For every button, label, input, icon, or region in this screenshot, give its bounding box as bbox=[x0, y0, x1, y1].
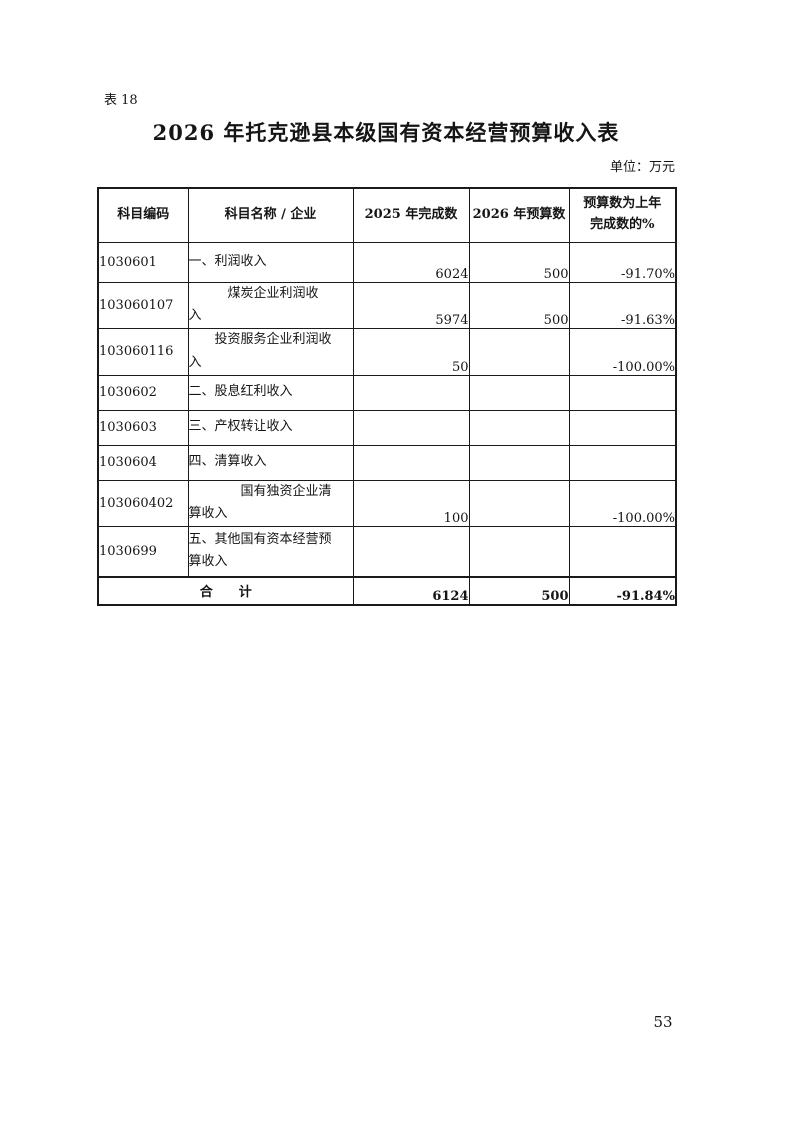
cell-2025-completed: 100 bbox=[352, 479, 470, 527]
cell-2026-budget: 500 bbox=[468, 281, 570, 329]
cell-pct: -91.63% bbox=[568, 281, 677, 329]
cell-subject-code: 103060116 bbox=[97, 328, 189, 376]
cell-subject-name: 三、产权转让收入 bbox=[187, 409, 354, 446]
cell-2026-budget bbox=[468, 328, 570, 376]
cell-subject-name: 投资服务企业利润收 入 bbox=[187, 328, 354, 376]
table-row: 1030602 二、股息红利收入 bbox=[97, 374, 677, 411]
cell-2025-completed: 6024 bbox=[352, 241, 470, 283]
cell-2026-budget bbox=[468, 374, 570, 411]
cell-subject-name: 国有独资企业清 算收入 bbox=[187, 479, 354, 527]
cell-subject-code: 1030602 bbox=[97, 374, 189, 411]
cell-subject-code: 103060402 bbox=[97, 479, 189, 527]
cell-pct bbox=[568, 409, 677, 446]
cell-2025-completed: 5974 bbox=[352, 281, 470, 329]
table-total-row: 合 计 6124 500 -91.84% bbox=[97, 575, 677, 605]
budget-revenue-table: 科目编码 科目名称 / 企业 2025 年完成数 2026 年预算数 预算数为上… bbox=[97, 187, 677, 606]
header-subject-code: 科目编码 bbox=[97, 187, 189, 243]
cell-pct: -91.70% bbox=[568, 241, 677, 283]
cell-total-2025-completed: 6124 bbox=[352, 575, 470, 605]
table-row: 1030601 一、利润收入 6024 500 -91.70% bbox=[97, 241, 677, 283]
cell-pct bbox=[568, 444, 677, 481]
table-row: 103060107 煤炭企业利润收 入 5974 500 -91.63% bbox=[97, 281, 677, 329]
header-2025-completed: 2025 年完成数 bbox=[352, 187, 470, 243]
cell-subject-name: 五、其他国有资本经营预 算收入 bbox=[187, 526, 354, 577]
cell-2026-budget bbox=[468, 409, 570, 446]
cell-2025-completed bbox=[352, 444, 470, 481]
table-row: 1030699 五、其他国有资本经营预 算收入 bbox=[97, 526, 677, 577]
cell-subject-name: 煤炭企业利润收 入 bbox=[187, 281, 354, 329]
header-2026-budget: 2026 年预算数 bbox=[468, 187, 570, 243]
cell-subject-code: 1030601 bbox=[97, 241, 189, 283]
cell-2026-budget bbox=[468, 444, 570, 481]
cell-subject-code: 1030603 bbox=[97, 409, 189, 446]
table-row: 103060116 投资服务企业利润收 入 50 -100.00% bbox=[97, 328, 677, 376]
cell-total-label: 合 计 bbox=[97, 575, 354, 605]
cell-total-2026-budget: 500 bbox=[468, 575, 570, 605]
table-row: 103060402 国有独资企业清 算收入 100 -100.00% bbox=[97, 479, 677, 527]
table-number-label: 表 18 bbox=[104, 93, 138, 108]
page-title: 2026 年托克逊县本级国有资本经营预算收入表 bbox=[152, 120, 620, 145]
page-number: 53 bbox=[653, 1013, 673, 1031]
cell-subject-code: 1030604 bbox=[97, 444, 189, 481]
cell-subject-code: 1030699 bbox=[97, 526, 189, 577]
cell-pct: -100.00% bbox=[568, 479, 677, 527]
table-row: 1030603 三、产权转让收入 bbox=[97, 409, 677, 446]
cell-subject-code: 103060107 bbox=[97, 281, 189, 329]
header-pct-of-prev-year: 预算数为上年 完成数的% bbox=[568, 187, 677, 243]
cell-subject-name: 一、利润收入 bbox=[187, 241, 354, 283]
table-header-row: 科目编码 科目名称 / 企业 2025 年完成数 2026 年预算数 预算数为上… bbox=[97, 187, 677, 243]
cell-2026-budget: 500 bbox=[468, 241, 570, 283]
cell-pct: -100.00% bbox=[568, 328, 677, 376]
cell-2025-completed: 50 bbox=[352, 328, 470, 376]
cell-subject-name: 四、清算收入 bbox=[187, 444, 354, 481]
cell-2025-completed bbox=[352, 374, 470, 411]
table-row: 1030604 四、清算收入 bbox=[97, 444, 677, 481]
cell-2025-completed bbox=[352, 526, 470, 577]
header-subject-name: 科目名称 / 企业 bbox=[187, 187, 354, 243]
cell-pct bbox=[568, 526, 677, 577]
cell-total-pct: -91.84% bbox=[568, 575, 677, 605]
cell-2026-budget bbox=[468, 479, 570, 527]
cell-2026-budget bbox=[468, 526, 570, 577]
cell-subject-name: 二、股息红利收入 bbox=[187, 374, 354, 411]
cell-pct bbox=[568, 374, 677, 411]
cell-2025-completed bbox=[352, 409, 470, 446]
unit-note: 单位：万元 bbox=[609, 160, 675, 175]
